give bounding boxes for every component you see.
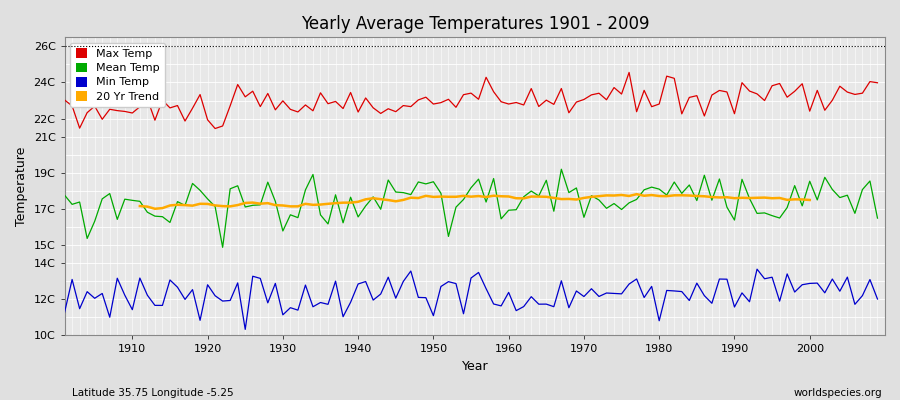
X-axis label: Year: Year bbox=[462, 360, 488, 373]
Text: Latitude 35.75 Longitude -5.25: Latitude 35.75 Longitude -5.25 bbox=[72, 388, 234, 398]
Y-axis label: Temperature: Temperature bbox=[15, 147, 28, 226]
Title: Yearly Average Temperatures 1901 - 2009: Yearly Average Temperatures 1901 - 2009 bbox=[301, 15, 649, 33]
Text: worldspecies.org: worldspecies.org bbox=[794, 388, 882, 398]
Legend: Max Temp, Mean Temp, Min Temp, 20 Yr Trend: Max Temp, Mean Temp, Min Temp, 20 Yr Tre… bbox=[70, 43, 165, 107]
